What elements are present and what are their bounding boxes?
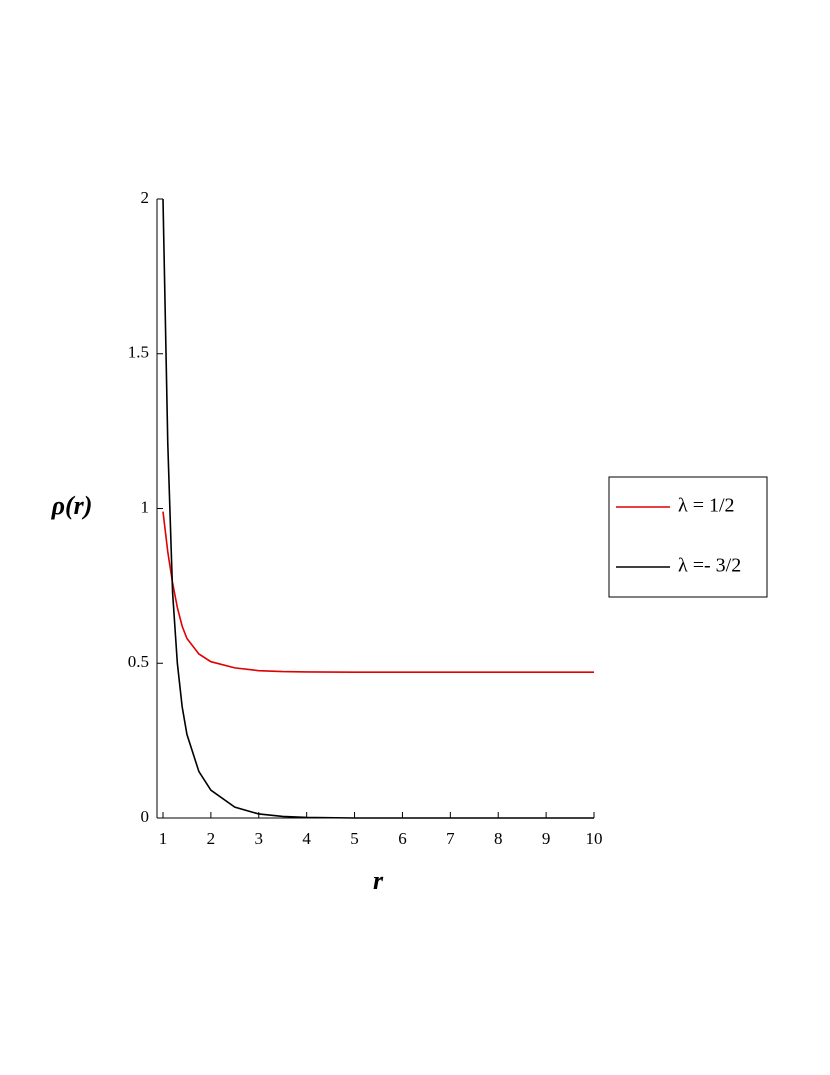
x-tick-label: 2 — [207, 829, 216, 848]
x-axis-label: r — [373, 866, 384, 895]
x-tick-label: 9 — [542, 829, 551, 848]
legend-box — [608, 476, 768, 598]
x-tick-label: 10 — [586, 829, 603, 848]
x-tick-label: 1 — [159, 829, 168, 848]
x-tick-label: 5 — [350, 829, 359, 848]
y-axis-label: ρ(r) — [51, 491, 93, 520]
y-tick-label: 0.5 — [128, 652, 149, 671]
x-tick-label: 3 — [255, 829, 264, 848]
x-tick-label: 7 — [446, 829, 455, 848]
y-tick-label: 2 — [141, 188, 150, 207]
legend-label: λ =- 3/2 — [678, 555, 741, 577]
x-tick-label: 8 — [494, 829, 503, 848]
x-tick-label: 4 — [302, 829, 311, 848]
y-tick-label: 1.5 — [128, 343, 149, 362]
legend-label: λ = 1/2 — [678, 495, 735, 517]
x-tick-label: 6 — [398, 829, 407, 848]
series-line — [162, 198, 594, 819]
series-line — [162, 511, 594, 674]
y-tick-label: 1 — [141, 497, 150, 516]
y-tick-label: 0 — [141, 807, 150, 826]
